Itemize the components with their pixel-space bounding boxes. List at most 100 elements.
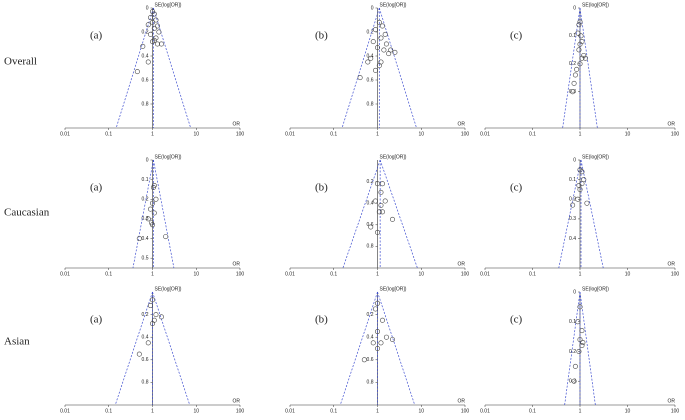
x-tick-label: 10 — [193, 271, 199, 277]
study-point — [378, 202, 384, 208]
x-tick-label: 0.1 — [105, 271, 112, 277]
row-label: Caucasian — [4, 207, 50, 219]
x-tick-label: 0.01 — [285, 131, 295, 137]
study-point — [368, 224, 374, 230]
x-tick-label: 100 — [671, 131, 680, 137]
study-point — [579, 55, 585, 61]
study-point — [163, 234, 169, 240]
study-point — [582, 55, 588, 61]
x-tick-label: 10 — [418, 271, 424, 277]
study-point — [372, 306, 378, 312]
x-tick-label: 10 — [625, 271, 631, 277]
study-point — [151, 25, 157, 31]
y-tick-label: 0.2 — [569, 61, 576, 67]
y-tick-label: 0.1 — [569, 319, 576, 325]
y-tick-label: 0.6 — [367, 222, 374, 228]
y-tick-label: 0.2 — [367, 312, 374, 318]
study-point — [145, 216, 151, 222]
y-tick-label: 0 — [573, 289, 576, 295]
row-label: Overall — [4, 56, 37, 68]
study-point — [151, 37, 157, 43]
study-point — [571, 80, 577, 86]
x-tick-label: 10 — [625, 408, 631, 414]
study-point — [158, 314, 164, 320]
x-tick-label: 1 — [579, 131, 582, 137]
study-point — [374, 329, 380, 335]
y-tick-label: 0 — [573, 157, 576, 163]
funnel-line — [564, 291, 581, 406]
x-tick-label: 0.01 — [285, 408, 295, 414]
funnel-line — [342, 159, 381, 269]
y-tick-label: 0.2 — [142, 197, 149, 203]
study-point — [570, 89, 576, 95]
study-point — [572, 363, 578, 369]
study-point — [150, 184, 156, 190]
study-point — [576, 348, 582, 354]
study-point — [392, 49, 398, 55]
x-axis-title: OR — [233, 261, 241, 267]
y-tick-label: 0 — [146, 5, 149, 11]
y-tick-label: 0.4 — [142, 53, 149, 59]
study-point — [376, 19, 382, 25]
study-point — [389, 336, 395, 342]
y-axis-title: SE(log[OR]) — [582, 154, 609, 160]
study-point — [374, 229, 380, 235]
x-tick-label: 10 — [193, 408, 199, 414]
study-point — [379, 181, 385, 187]
y-tick-label: 0.2 — [569, 349, 576, 355]
study-point — [579, 169, 585, 175]
y-tick-label: 0.2 — [142, 312, 149, 318]
study-point — [136, 236, 142, 242]
study-point — [382, 198, 388, 204]
x-axis-title: OR — [668, 121, 676, 127]
x-axis-title: OR — [668, 398, 676, 404]
x-tick-label: 100 — [461, 408, 470, 414]
study-point — [153, 196, 159, 202]
x-tick-label: 1 — [151, 271, 154, 277]
y-tick-label: 0.2 — [142, 29, 149, 35]
y-tick-label: 0.4 — [142, 335, 149, 341]
x-tick-label: 1 — [376, 408, 379, 414]
y-axis-title: SE(log[OR]) — [155, 154, 182, 160]
study-point — [576, 47, 582, 53]
x-tick-label: 1 — [579, 408, 582, 414]
x-tick-label: 0.01 — [480, 131, 490, 137]
study-point — [584, 200, 590, 206]
y-tick-label: 0.1 — [569, 177, 576, 183]
study-point — [570, 202, 576, 208]
y-tick-label: 0.4 — [367, 201, 374, 207]
study-point — [571, 378, 577, 384]
study-point — [145, 340, 151, 346]
y-tick-label: 0.3 — [569, 379, 576, 385]
study-point — [378, 340, 384, 346]
panel-label: (b) — [315, 182, 328, 194]
x-tick-label: 100 — [236, 131, 245, 137]
study-point — [154, 23, 160, 29]
y-tick-label: 0.8 — [142, 101, 149, 107]
panel-label: (c) — [510, 30, 523, 42]
study-point — [379, 23, 385, 29]
y-tick-label: 0.4 — [142, 236, 149, 242]
study-point — [577, 304, 583, 310]
panel-label: (a) — [90, 30, 103, 42]
study-point — [580, 340, 586, 346]
study-point — [374, 300, 380, 306]
x-tick-label: 0.01 — [480, 408, 490, 414]
study-point — [381, 47, 387, 53]
x-tick-label: 100 — [671, 408, 680, 414]
x-tick-label: 0.01 — [60, 271, 70, 277]
panel-label: (a) — [90, 182, 103, 194]
study-point — [150, 222, 156, 228]
study-point — [374, 345, 380, 351]
x-tick-label: 0.01 — [60, 131, 70, 137]
y-tick-label: 0 — [146, 157, 149, 163]
study-point — [145, 59, 151, 65]
y-tick-label: 0.8 — [367, 101, 374, 107]
y-tick-label: 0.5 — [142, 256, 149, 262]
y-axis-title: SE(log[OR]) — [582, 2, 609, 8]
x-tick-label: 1 — [151, 131, 154, 137]
funnel-line — [558, 159, 582, 269]
x-tick-label: 10 — [418, 131, 424, 137]
study-point — [150, 297, 156, 303]
